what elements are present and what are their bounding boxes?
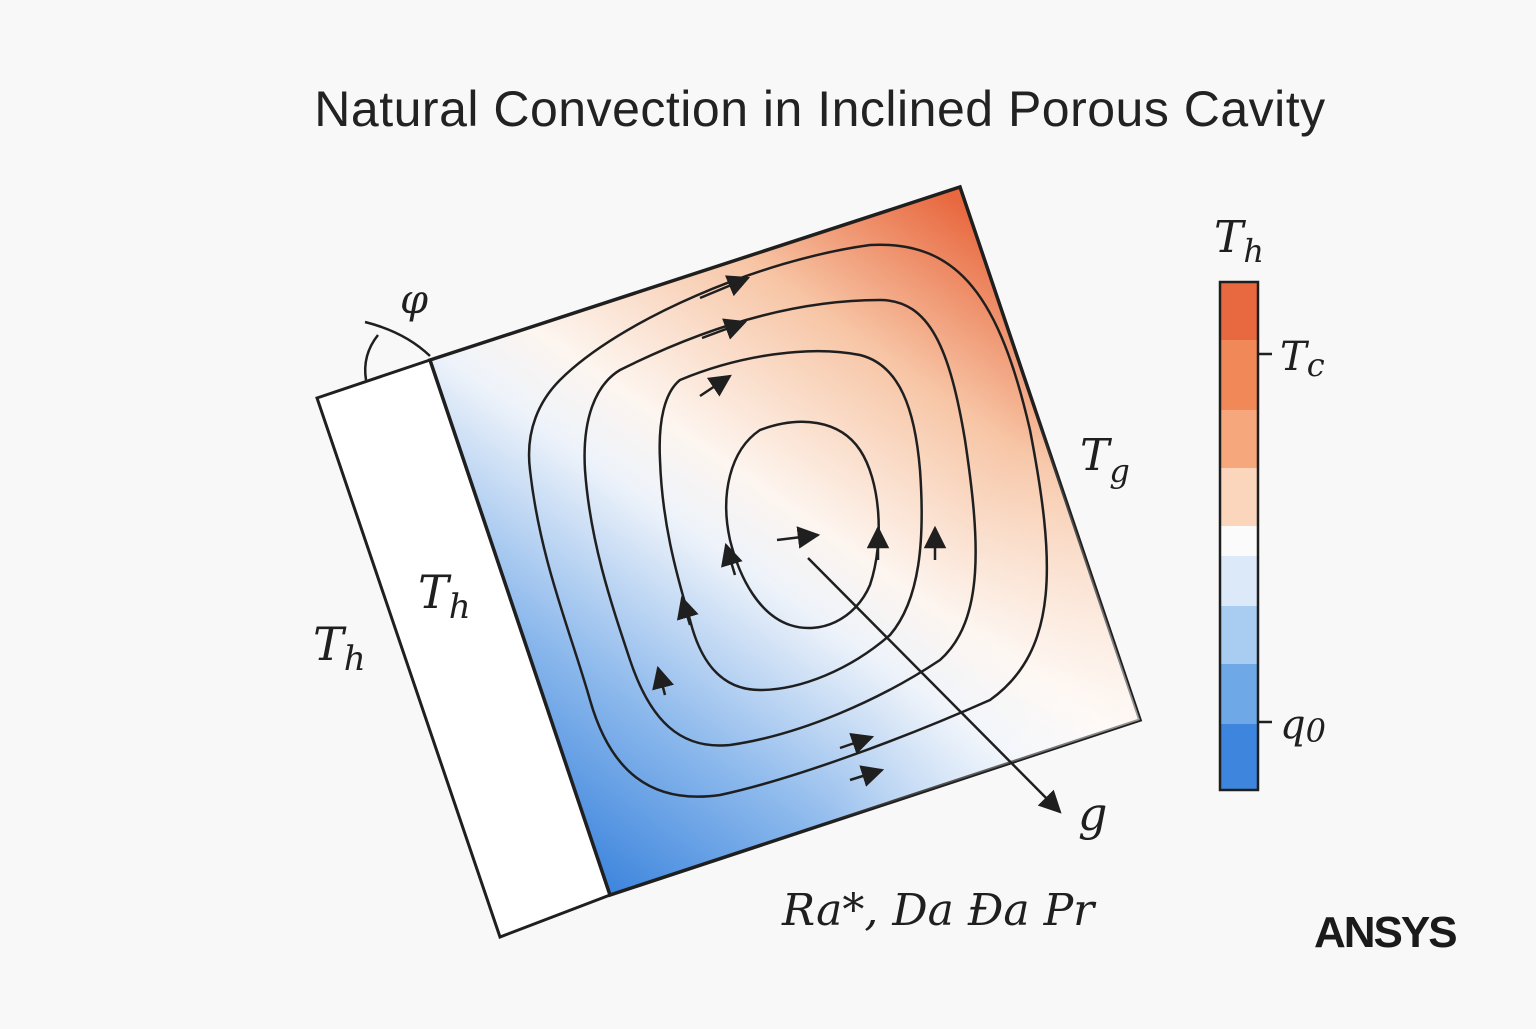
colorbar-tick-top-label: Tc bbox=[1280, 334, 1325, 384]
parameters-label: Ra*, Da Ða Pr bbox=[781, 885, 1097, 936]
colorbar-band-5 bbox=[1220, 526, 1258, 556]
ansys-logo: ANSYS bbox=[1314, 908, 1458, 957]
colorbar-band-4 bbox=[1220, 468, 1258, 526]
gravity-label: g bbox=[1078, 787, 1107, 841]
flow-arrow-top-outer bbox=[699, 275, 751, 300]
flow-arrow-left-inner bbox=[721, 542, 743, 576]
streamline-third bbox=[658, 349, 923, 692]
streamline-inner bbox=[725, 420, 880, 630]
flow-arrow-top-second bbox=[701, 318, 748, 340]
flow-arrow-left-third bbox=[676, 595, 699, 626]
colorbar-band-8 bbox=[1220, 664, 1258, 724]
colorbar bbox=[1218, 280, 1272, 792]
colorbar-band-9 bbox=[1220, 724, 1258, 790]
wall-inner-temperature-label: Th bbox=[418, 565, 471, 627]
flow-arrow-bottom-outer bbox=[849, 765, 885, 787]
center-arrow bbox=[776, 526, 821, 549]
inclination-angle-arc bbox=[364, 320, 431, 357]
flow-arrow-bottom-second bbox=[839, 732, 875, 755]
flow-arrows bbox=[652, 275, 947, 787]
colorbar-band-3 bbox=[1220, 410, 1258, 468]
colorbar-band-6 bbox=[1220, 556, 1258, 606]
colorbar-band-2 bbox=[1220, 340, 1258, 410]
streamline-second bbox=[583, 298, 977, 747]
streamlines bbox=[527, 243, 1049, 798]
colorbar-tick-bottom-label: q0 bbox=[1280, 702, 1326, 750]
cavity-field-shade bbox=[430, 187, 1140, 895]
diagram-title: Natural Convection in Inclined Porous Ca… bbox=[314, 81, 1326, 137]
colorbar-frame bbox=[1218, 280, 1260, 792]
flow-arrow-top-third bbox=[699, 374, 732, 398]
angle-reference-arc bbox=[364, 334, 379, 381]
wall-outer-temperature-label: Th bbox=[313, 617, 366, 679]
gravity-arrow bbox=[807, 557, 1062, 814]
flow-arrow-left-second bbox=[652, 665, 674, 696]
colorbar-band-7 bbox=[1220, 606, 1258, 664]
right-wall-temperature-label: Tg bbox=[1080, 430, 1130, 490]
colorbar-title: Th bbox=[1214, 212, 1264, 270]
colorbar-band-1 bbox=[1220, 282, 1258, 340]
streamline-outer bbox=[527, 243, 1049, 798]
angle-label: φ bbox=[400, 277, 428, 323]
